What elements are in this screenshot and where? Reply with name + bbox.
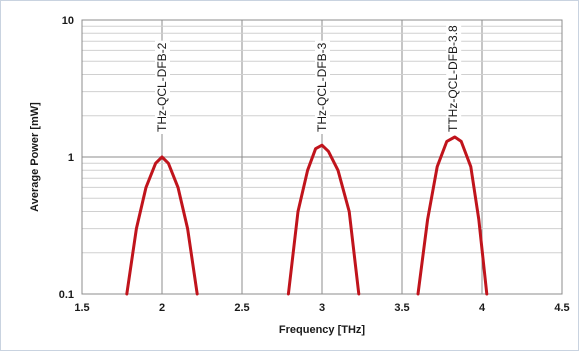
peak-label: THz-QCL-DFB-3 (315, 42, 329, 132)
y-tick-label: 1 (68, 152, 74, 164)
series-lines (125, 135, 489, 296)
tick-labels: 1.5 2 2.5 3 3.5 4 4.5 0.1 1 10 (59, 15, 570, 314)
x-tick-label: 1.5 (74, 302, 89, 314)
y-tick-label: 10 (62, 15, 74, 27)
x-tick-label: 2.5 (234, 302, 249, 314)
series-line (416, 135, 489, 296)
peak-label: TTHz-QCL-DFB-3.8 (446, 25, 460, 132)
peak-label-background (155, 40, 170, 134)
x-tick-label: 2 (159, 302, 165, 314)
peak-label-group: THz-QCL-DFB-3 (315, 40, 330, 134)
x-tick-label: 4 (479, 302, 486, 314)
peak-label-group: TTHz-QCL-DFB-3.8 (446, 23, 462, 134)
x-tick-label: 3.5 (394, 302, 409, 314)
series-line (286, 143, 361, 296)
peak-label-background (315, 40, 330, 134)
x-tick-label: 3 (319, 302, 325, 314)
peak-annotations: THz-QCL-DFB-2 THz-QCL-DFB-3 TTHz-QCL-DFB-3… (155, 23, 462, 134)
y-axis-label: Average Power [mW] (29, 102, 41, 212)
plot-area-border (81, 19, 563, 295)
peak-label-group: THz-QCL-DFB-2 (155, 40, 170, 134)
peak-label: THz-QCL-DFB-2 (155, 42, 169, 132)
x-axis-label: Frequency [THz] (279, 324, 366, 336)
y-tick-label: 0.1 (59, 289, 74, 301)
x-tick-label: 4.5 (554, 302, 569, 314)
peak-label-background (446, 23, 462, 134)
